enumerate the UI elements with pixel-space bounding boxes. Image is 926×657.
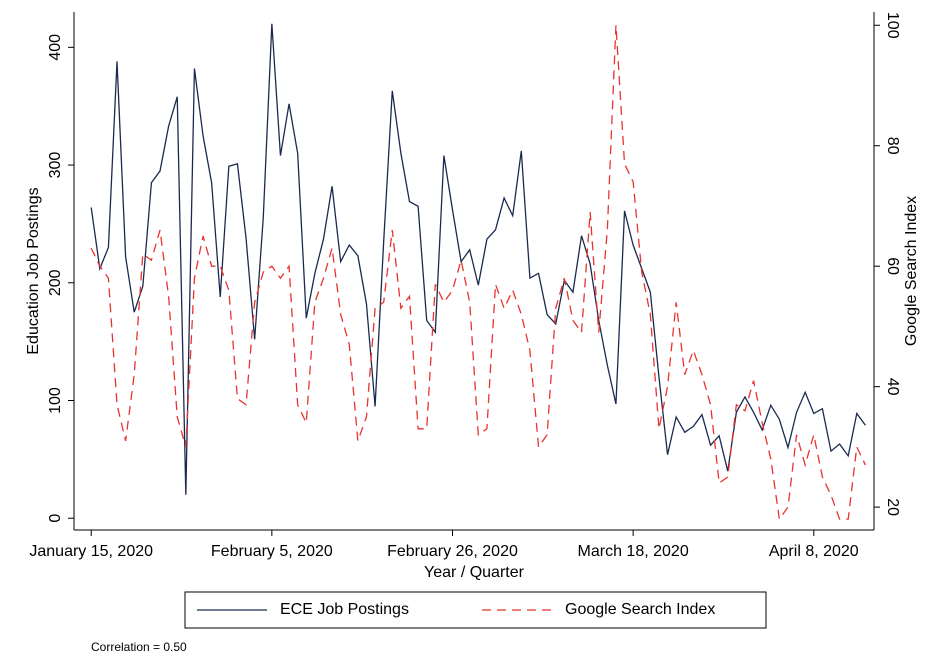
- x-tick-label: March 18, 2020: [578, 543, 689, 560]
- y2-tick-label: 20: [884, 498, 901, 516]
- y-tick-label: 0: [47, 514, 64, 523]
- x-tick-label: January 15, 2020: [29, 543, 153, 560]
- y2-tick-label: 100: [884, 12, 901, 39]
- x-tick-label: April 8, 2020: [769, 543, 859, 560]
- series-line: [90, 25, 866, 521]
- y-tick-label: 200: [47, 269, 64, 296]
- y-tick-label: 400: [47, 34, 64, 61]
- y2-tick-label: 60: [884, 257, 901, 275]
- x-tick-label: February 5, 2020: [211, 543, 333, 560]
- y-tick-label: 300: [47, 152, 64, 179]
- note: Correlation = 0.50: [91, 640, 187, 654]
- x-tick-label: February 26, 2020: [387, 543, 518, 560]
- legend-label: ECE Job Postings: [280, 601, 409, 618]
- y2-axis-title: Google Search Index: [903, 196, 920, 346]
- legend: [184, 591, 767, 629]
- y-axis-title: Education Job Postings: [25, 187, 42, 354]
- y2-tick-label: 80: [884, 137, 901, 155]
- y-tick-label: 100: [47, 387, 64, 414]
- series-line: [90, 23, 866, 495]
- x-axis-title: Year / Quarter: [424, 564, 525, 581]
- y2-tick-label: 40: [884, 378, 901, 396]
- legend-label: Google Search Index: [565, 601, 715, 618]
